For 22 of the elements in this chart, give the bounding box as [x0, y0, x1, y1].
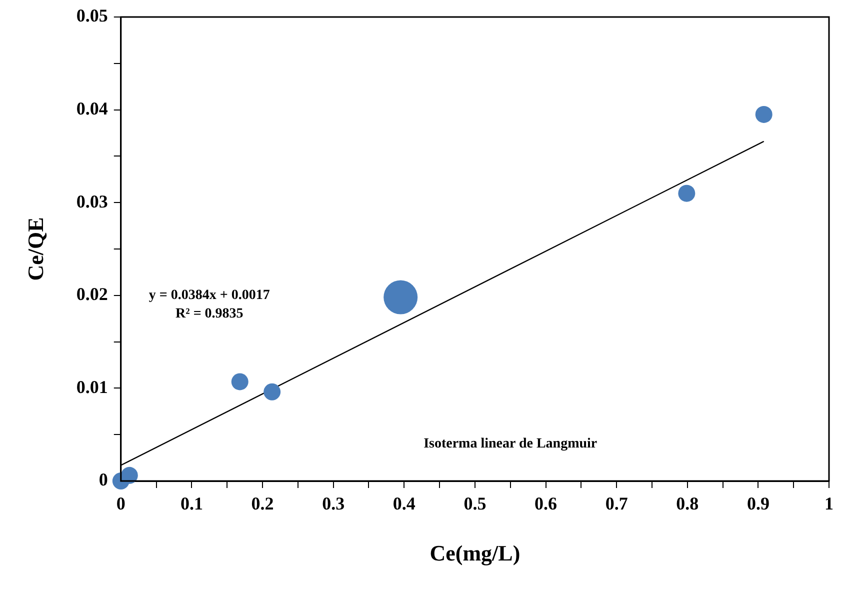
y-tick-label: 0.01 [76, 376, 108, 397]
x-tick-label: 0.7 [605, 493, 628, 514]
x-tick-label: 0.1 [180, 493, 203, 514]
x-tick-label: 0.2 [251, 493, 274, 514]
y-tick-label: 0.05 [76, 6, 108, 26]
x-tick-label: 1 [824, 493, 834, 514]
y-tick-label: 0.04 [76, 98, 108, 118]
annotation: Isoterma linear de Langmuir [424, 436, 598, 452]
annotation: y = 0.0384x + 0.0017 [148, 288, 270, 304]
x-tick-label: 0.8 [676, 493, 699, 514]
x-tick-label: 0.6 [534, 493, 558, 514]
x-tick-label: 0.5 [464, 493, 486, 514]
y-tick-label: 0.03 [76, 191, 108, 212]
y-tick-label: 0 [98, 470, 108, 490]
x-tick-label: 0 [116, 493, 126, 514]
x-tick-label: 0.9 [746, 493, 770, 514]
x-tick-label: 0.3 [322, 493, 345, 514]
y-tick-label: 0.02 [76, 284, 108, 304]
x-tick-label: 0.4 [392, 493, 416, 514]
annotation: R² = 0.9835 [176, 306, 244, 322]
x-axis-title: Ce(mg/L) [430, 540, 520, 566]
y-axis-title: Ce/QE [22, 217, 48, 281]
